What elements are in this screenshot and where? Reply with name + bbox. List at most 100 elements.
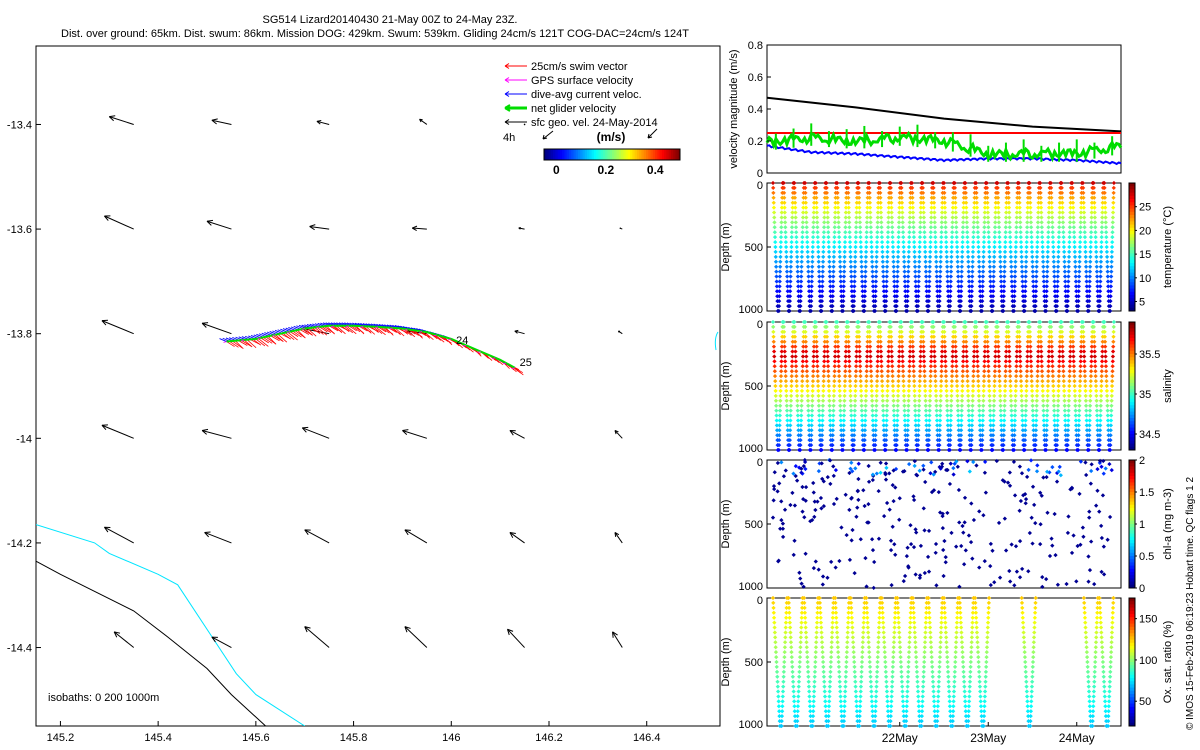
profile-point [789, 230, 794, 235]
colorbar-segment [625, 149, 629, 160]
profile-point [1067, 235, 1072, 240]
profile-point [1100, 205, 1105, 210]
profile-point [839, 289, 844, 294]
profile-point [916, 264, 922, 269]
profile-point [894, 299, 899, 304]
colorbar-segment [548, 149, 552, 160]
profile-point [1057, 200, 1063, 205]
profile-point [874, 249, 879, 255]
profile-y-tick-label: 500 [745, 242, 763, 254]
profile-point [783, 225, 788, 230]
profile-point [831, 259, 836, 264]
profile-point [986, 220, 991, 225]
profile-point [1056, 249, 1061, 255]
sfc-vector-head [506, 628, 514, 636]
profile-point [960, 254, 965, 259]
velocity-y-tick-label: 0.2 [748, 136, 763, 148]
profile-point [1030, 264, 1035, 269]
profile-point [814, 195, 819, 200]
profile-point [971, 235, 976, 240]
profile-point [869, 254, 875, 259]
profile-point [863, 274, 868, 279]
profile-point [917, 259, 922, 264]
profile-point [961, 210, 966, 215]
profile-point [792, 329, 797, 334]
profile-point [977, 274, 982, 279]
profile-point [836, 364, 841, 369]
profile-point [953, 210, 958, 215]
profile-point [772, 215, 777, 220]
sfc-vector-head [411, 225, 418, 232]
profile-point [770, 319, 776, 325]
profile-point [928, 239, 933, 245]
profile-point [984, 185, 990, 191]
profile-point [1012, 274, 1018, 279]
profile-point [879, 239, 885, 245]
profile-point [1028, 220, 1034, 225]
profile-point [1056, 239, 1061, 245]
profile-point [819, 447, 824, 453]
sfc-vector [509, 430, 525, 439]
profile-colorbar-segment [1129, 298, 1135, 302]
profile-point [849, 279, 854, 284]
profile-point [903, 289, 908, 294]
profile-point [958, 308, 963, 314]
profile-point [1076, 284, 1081, 289]
gps-vector [502, 362, 507, 365]
profile-point [960, 239, 965, 245]
profile-point [953, 195, 958, 200]
profile-point [932, 225, 938, 230]
swim-vector [255, 338, 266, 347]
profile-point [777, 294, 782, 299]
profile-point [920, 190, 926, 195]
profile-point [1019, 254, 1024, 259]
profile-point [938, 264, 943, 269]
profile-point [993, 220, 998, 225]
profile-colorbar-segment [1129, 379, 1135, 384]
map-axes-frame [35, 45, 721, 727]
profile-point [948, 284, 953, 289]
profile-point [778, 259, 783, 264]
profile-point [896, 220, 902, 225]
profile-point [970, 259, 975, 264]
profile-point [907, 215, 912, 220]
profile-point [837, 249, 842, 255]
profile-point [1070, 195, 1075, 200]
profile-point [852, 294, 857, 299]
sfc-vector [113, 631, 135, 648]
profile-point [949, 239, 955, 245]
profile-colorbar-segment [1129, 716, 1135, 721]
profile-point [809, 279, 814, 284]
sfc-vector [109, 116, 134, 125]
profile-point [918, 205, 923, 210]
profile-point [783, 383, 789, 389]
profile-point [815, 235, 820, 240]
velocity-y-tick-label: 0 [757, 168, 763, 180]
profile-point [800, 378, 805, 384]
profile-point [899, 200, 905, 205]
profile-point [809, 433, 814, 438]
profile-point [991, 269, 996, 274]
profile-point [1087, 274, 1092, 279]
profile-point [974, 200, 979, 205]
profile-point [806, 413, 811, 418]
profile-point [841, 289, 846, 294]
profile-point [937, 294, 942, 299]
profile-colorbar-segment [1129, 322, 1135, 326]
profile-point [835, 319, 840, 325]
colorbar-segment [646, 149, 649, 160]
profile-point [1092, 200, 1097, 205]
sfc-vector-head [309, 224, 316, 231]
profile-point [798, 279, 804, 284]
profile-point [1001, 299, 1006, 304]
profile-point [804, 374, 810, 379]
profile-point [1014, 235, 1019, 240]
profile-point [841, 418, 846, 423]
profile-point [978, 289, 983, 294]
profile-point [1104, 244, 1109, 250]
profile-point [993, 215, 998, 220]
profile-point [1060, 215, 1065, 220]
profile-point [1070, 190, 1075, 195]
profile-point [1092, 205, 1097, 210]
profile-point [990, 294, 996, 299]
